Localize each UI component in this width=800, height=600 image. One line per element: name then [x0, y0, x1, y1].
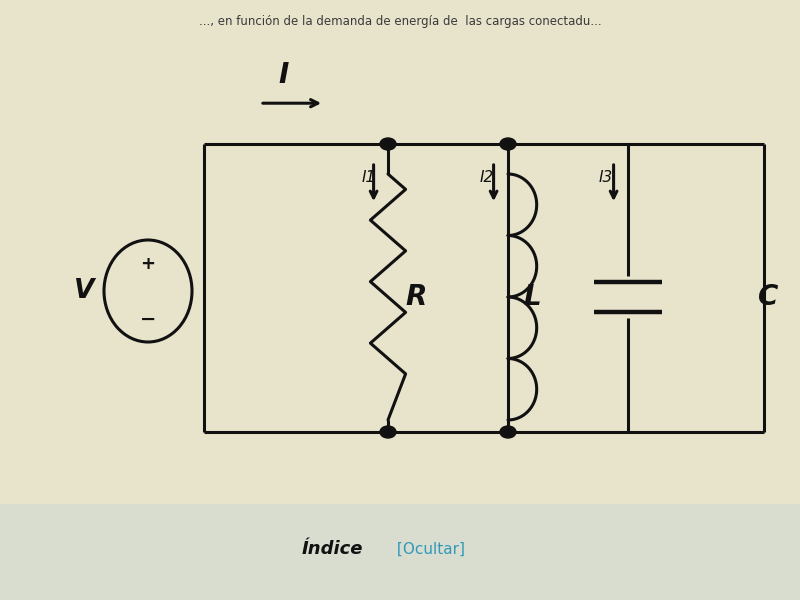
- Text: +: +: [141, 255, 155, 273]
- Circle shape: [500, 426, 516, 438]
- Circle shape: [500, 138, 516, 150]
- Text: ..., en función de la demanda de energía de  las cargas conectadu...: ..., en función de la demanda de energía…: [198, 15, 602, 28]
- Text: I2: I2: [480, 169, 494, 185]
- Text: I: I: [279, 61, 289, 89]
- Circle shape: [380, 426, 396, 438]
- Text: C: C: [758, 283, 778, 311]
- Text: I1: I1: [362, 169, 376, 185]
- Text: −: −: [140, 310, 156, 329]
- Circle shape: [380, 138, 396, 150]
- Bar: [0, 504, 800, 600]
- Text: L: L: [523, 283, 541, 311]
- Text: I3: I3: [598, 169, 613, 185]
- Text: [Ocultar]: [Ocultar]: [391, 541, 465, 557]
- Text: V: V: [74, 278, 94, 304]
- Text: Índice: Índice: [302, 540, 362, 558]
- Text: R: R: [406, 283, 426, 311]
